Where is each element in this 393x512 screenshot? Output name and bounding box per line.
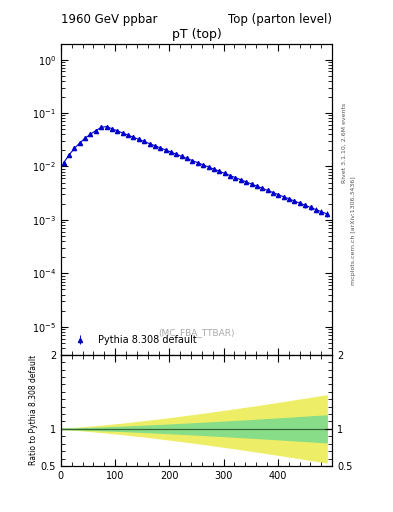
Text: mcplots.cern.ch [arXiv:1306.3436]: mcplots.cern.ch [arXiv:1306.3436]: [351, 176, 356, 285]
Title: pT (top): pT (top): [172, 28, 221, 41]
Text: 1960 GeV ppbar: 1960 GeV ppbar: [61, 13, 158, 27]
Text: (MC_FBA_TTBAR): (MC_FBA_TTBAR): [158, 329, 235, 337]
Text: Top (parton level): Top (parton level): [228, 13, 332, 27]
Legend: Pythia 8.308 default: Pythia 8.308 default: [66, 330, 202, 350]
Y-axis label: Ratio to Pythia 8.308 default: Ratio to Pythia 8.308 default: [29, 355, 38, 465]
Text: Rivet 3.1.10, 2.6M events: Rivet 3.1.10, 2.6M events: [342, 103, 346, 183]
